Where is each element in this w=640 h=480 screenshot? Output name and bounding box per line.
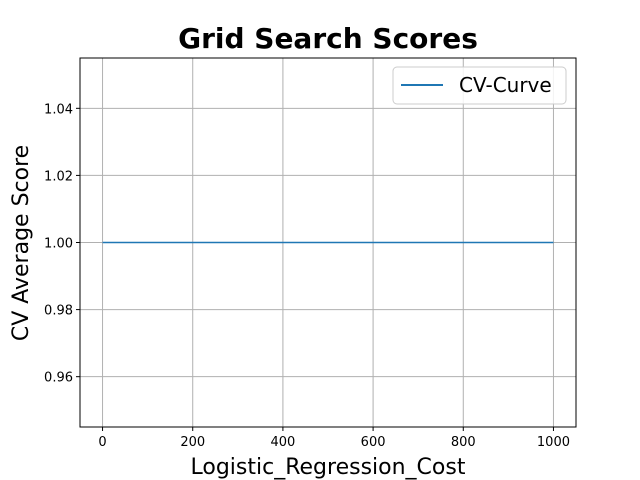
x-tick-label: 800 — [451, 435, 476, 450]
x-tick-label: 0 — [98, 435, 106, 450]
x-axis-ticks: 0 200 400 600 800 1000 — [98, 427, 570, 450]
legend: CV-Curve — [392, 66, 567, 105]
x-tick-label: 600 — [361, 435, 386, 450]
y-tick-label: 1.00 — [44, 237, 73, 252]
y-tick-label: 1.02 — [44, 169, 73, 184]
y-axis-label: CV Average Score — [9, 145, 34, 341]
y-axis-ticks: 0.96 0.98 1.00 1.02 1.04 — [44, 102, 80, 386]
x-tick-label: 400 — [270, 435, 295, 450]
x-tick-label: 200 — [180, 435, 205, 450]
legend-box — [392, 66, 567, 105]
y-tick-label: 1.04 — [44, 102, 73, 117]
chart-title: Grid Search Scores — [178, 22, 478, 55]
y-tick-label: 0.96 — [44, 371, 73, 386]
legend-label-cv-curve: CV-Curve — [459, 73, 552, 97]
y-tick-label: 0.98 — [44, 304, 73, 319]
x-axis-label: Logistic_Regression_Cost — [191, 455, 466, 480]
x-tick-label: 1000 — [537, 435, 570, 450]
